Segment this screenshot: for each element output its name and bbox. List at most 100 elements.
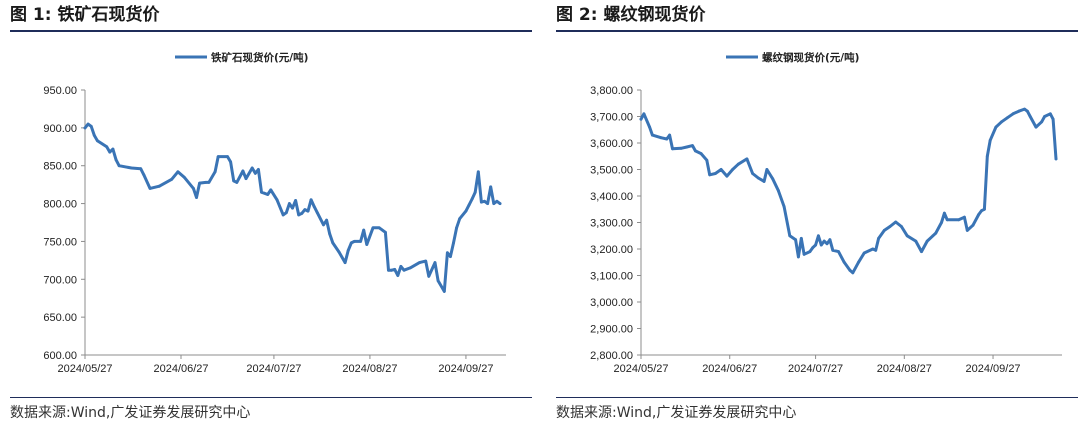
data-point (353, 240, 356, 243)
x-tick-label: 2024/08/27 (877, 363, 932, 375)
data-point (771, 177, 775, 181)
data-point (1011, 112, 1015, 116)
data-point (393, 268, 397, 271)
data-point (765, 168, 769, 171)
data-point (857, 260, 860, 264)
data-point (148, 187, 152, 190)
data-point (244, 177, 248, 181)
data-point (498, 202, 502, 206)
y-tick-label: 800.00 (43, 199, 77, 211)
data-point (446, 251, 449, 255)
data-point (458, 217, 462, 221)
data-point (925, 239, 929, 243)
data-point (736, 162, 740, 166)
data-point (905, 234, 909, 238)
data-point (331, 241, 335, 245)
data-point (408, 266, 412, 270)
data-point (83, 126, 87, 130)
data-point (980, 209, 983, 213)
data-point (418, 261, 421, 264)
data-point (294, 199, 297, 202)
data-point (309, 198, 313, 202)
data-point (1054, 157, 1058, 161)
data-point (639, 117, 643, 121)
data-point (671, 147, 674, 151)
x-tick-label: 2024/07/27 (246, 363, 301, 375)
y-tick-label: 650.00 (43, 312, 77, 324)
data-point (920, 250, 923, 254)
data-point (679, 146, 683, 150)
data-point (346, 249, 350, 252)
data-point (894, 220, 898, 224)
x-tick-label: 2024/06/27 (153, 363, 208, 375)
data-point (322, 223, 325, 227)
data-point (725, 174, 729, 178)
data-point (489, 185, 493, 189)
data-point (808, 250, 812, 254)
data-point (486, 202, 489, 206)
data-point (464, 209, 468, 213)
y-tick-label: 2,900.00 (590, 324, 633, 336)
data-point (642, 112, 646, 116)
data-point (1005, 116, 1009, 120)
data-point (198, 181, 202, 185)
data-point (851, 271, 855, 275)
data-point (900, 225, 903, 228)
data-point (232, 179, 236, 183)
y-tick-label: 3,400.00 (590, 191, 633, 203)
data-point (1017, 109, 1021, 113)
data-point (470, 197, 474, 201)
figure-title-text: 螺纹钢现货价 (603, 5, 706, 25)
data-point (108, 150, 112, 154)
data-point (985, 154, 989, 158)
data-point (831, 248, 835, 252)
data-point (365, 243, 369, 246)
data-point (837, 250, 840, 254)
data-point (266, 193, 270, 196)
data-point (281, 213, 285, 217)
data-point (988, 138, 992, 142)
data-point (994, 125, 998, 129)
data-point (819, 243, 823, 247)
data-point (436, 279, 440, 283)
data-point (756, 176, 760, 180)
data-point (705, 158, 709, 162)
data-point (1000, 120, 1003, 124)
data-point (195, 196, 198, 199)
data-point (871, 247, 875, 251)
data-point (983, 207, 986, 211)
data-point (782, 205, 786, 209)
data-point (226, 155, 229, 158)
y-tick-label: 950.00 (43, 85, 77, 97)
data-point (96, 139, 99, 143)
data-point (362, 228, 366, 232)
data-point (176, 170, 180, 174)
data-point (797, 255, 800, 259)
data-point (192, 187, 195, 190)
legend-label: 螺纹钢现货价(元/吨) (762, 51, 859, 64)
data-point (825, 242, 829, 246)
data-point (207, 181, 211, 184)
data-point (648, 125, 651, 129)
data-point (665, 137, 669, 141)
source-note: 数据来源:Wind,广发证券发展研究中心 (556, 405, 797, 421)
data-point (1040, 120, 1044, 124)
data-point (387, 268, 390, 272)
data-point (371, 226, 375, 230)
data-point (817, 234, 820, 238)
series-line (639, 107, 1058, 275)
data-point (811, 246, 815, 250)
data-point (814, 243, 817, 247)
data-point (874, 248, 878, 252)
data-point (241, 169, 245, 173)
figure-label: 图 1: (10, 5, 52, 25)
data-point (888, 225, 892, 228)
data-point (275, 198, 279, 202)
data-point (691, 144, 694, 147)
data-point (957, 218, 961, 222)
iron-ore-price-chart: 950.00 900.00 850.00 800.00 750.00 700.00 650.… (43, 51, 506, 375)
y-tick-label: 2,800.00 (590, 350, 633, 362)
title-rule (556, 30, 1078, 32)
y-tick-label: 700.00 (43, 274, 77, 286)
data-point (762, 180, 766, 183)
